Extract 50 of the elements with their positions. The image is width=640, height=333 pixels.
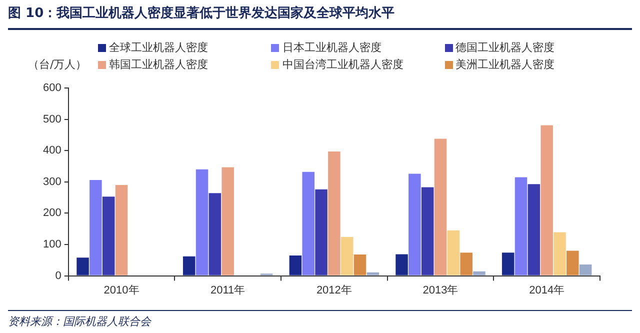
bar: [579, 264, 592, 276]
y-tick-label: 500: [42, 113, 62, 126]
bar: [408, 174, 421, 276]
bar: [182, 256, 196, 276]
bar: [421, 187, 434, 276]
bar: [115, 185, 128, 276]
bar: [554, 232, 566, 276]
bar: [90, 180, 102, 276]
legend-label: 日本工业机器人密度: [281, 40, 382, 55]
legend-label: 中国台湾工业机器人密度: [281, 57, 404, 72]
bar: [396, 254, 408, 276]
x-tick-label: 2014年: [529, 284, 565, 296]
bar: [473, 271, 486, 276]
bar: [540, 125, 553, 276]
y-tick-label: 600: [42, 82, 62, 94]
y-tick-label: 300: [42, 176, 62, 188]
bar: [434, 138, 447, 276]
bar: [528, 184, 540, 276]
bar: [208, 193, 222, 276]
bar: [315, 189, 328, 276]
bar: [340, 236, 354, 276]
bar: [302, 172, 314, 276]
bar: [222, 167, 234, 276]
y-axis-title: （台/万人）: [28, 57, 87, 72]
bar: [196, 169, 208, 276]
legend-label: 全球工业机器人密度: [108, 40, 209, 55]
bar: [460, 252, 472, 276]
y-tick-label: 100: [42, 238, 62, 251]
y-tick-label: 0: [55, 270, 62, 282]
y-tick-label: 200: [42, 207, 62, 220]
x-tick-label: 2011年: [210, 284, 246, 296]
bar: [502, 252, 514, 276]
bar: [514, 177, 528, 276]
x-tick-label: 2010年: [104, 284, 140, 296]
legend-label: 德国工业机器人密度: [454, 40, 556, 55]
bar: [366, 272, 380, 276]
y-tick-label: 400: [42, 144, 62, 157]
bar: [76, 258, 89, 276]
legend-label: 韩国工业机器人密度: [108, 57, 209, 72]
x-tick-label: 2013年: [422, 284, 458, 296]
bar: [354, 254, 366, 276]
bar: [102, 196, 115, 276]
legend-label: 美洲工业机器人密度: [454, 57, 556, 72]
bar: [328, 152, 340, 276]
bar: [447, 230, 460, 276]
bar: [289, 255, 302, 276]
chart-title: 图 10：我国工业机器人密度显著低于世界发达国家及全球平均水平: [8, 4, 632, 30]
text: 资料来源：国际机器人联合会: [8, 310, 632, 329]
x-tick-label: 2012年: [316, 284, 352, 296]
bar: [566, 250, 579, 276]
